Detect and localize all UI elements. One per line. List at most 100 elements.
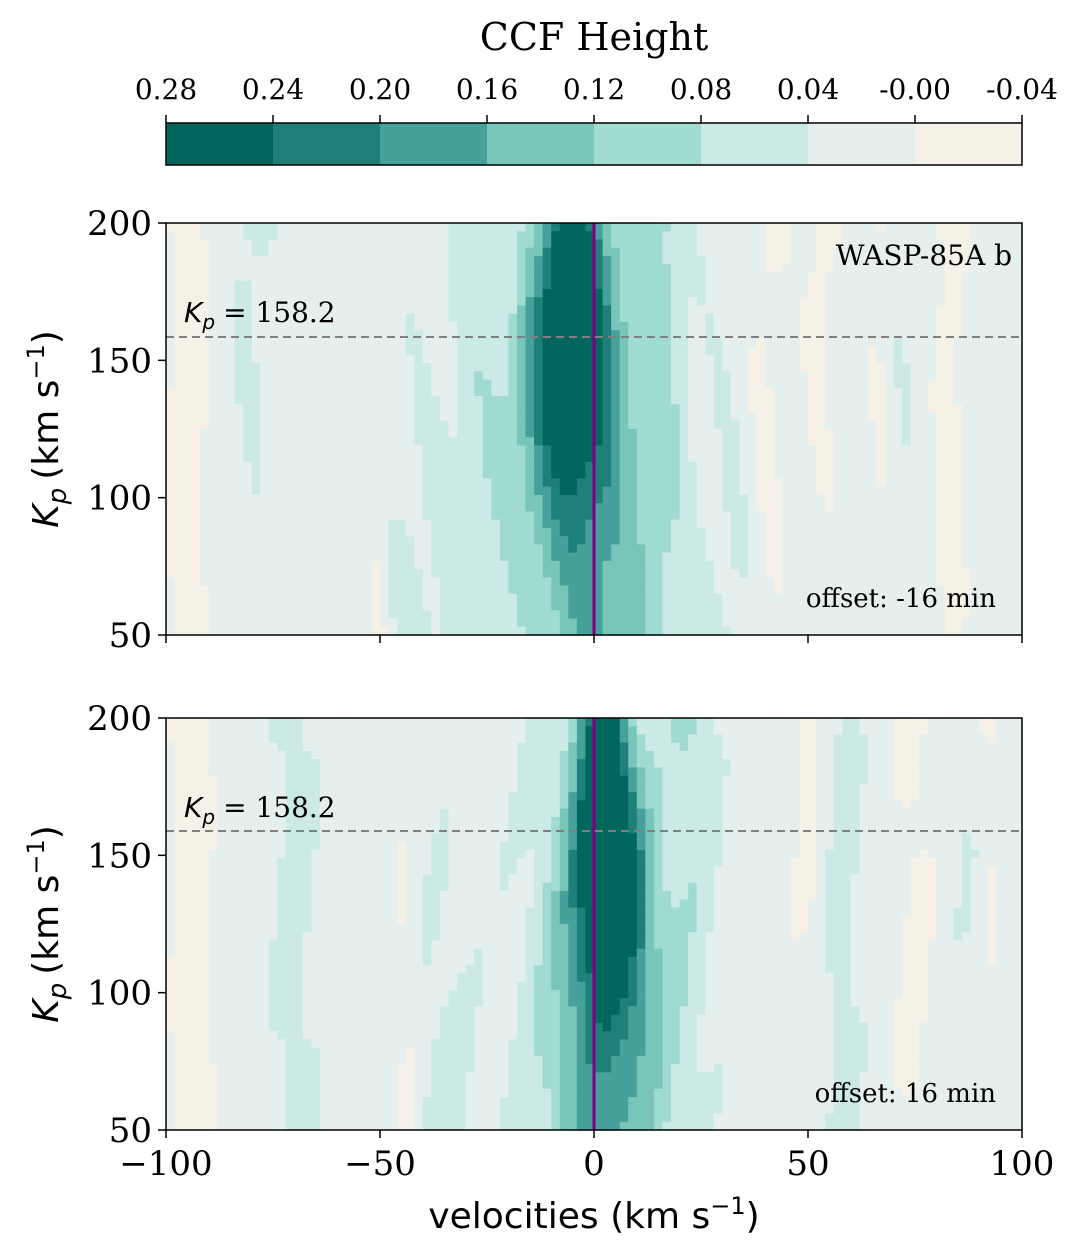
heatmap-cell <box>576 445 587 455</box>
heatmap-cell <box>662 239 672 249</box>
heatmap-cell <box>534 338 544 348</box>
heatmap-cell <box>748 618 758 628</box>
heatmap-cell <box>671 231 681 241</box>
heatmap-cell <box>516 297 527 306</box>
heatmap-cell <box>739 346 749 356</box>
heatmap-cell <box>970 239 980 249</box>
heatmap-cell <box>842 478 852 488</box>
heatmap-cell <box>628 313 638 323</box>
heatmap-cell <box>457 552 467 562</box>
heatmap-cell <box>302 223 313 232</box>
heatmap-cell <box>696 585 706 595</box>
heatmap-cell <box>491 511 501 521</box>
heatmap-cell <box>328 231 338 241</box>
heatmap-cell <box>688 494 698 504</box>
heatmap-cell <box>217 486 227 496</box>
heatmap-cell <box>705 363 715 372</box>
heatmap-cell <box>200 437 210 447</box>
heatmap-cell <box>902 610 912 620</box>
heatmap-cell <box>730 305 741 315</box>
heatmap-cell <box>525 420 535 430</box>
heatmap-cell <box>508 429 518 438</box>
heatmap-cell <box>850 231 860 241</box>
heatmap-cell <box>422 626 432 636</box>
heatmap-cell <box>602 346 612 356</box>
heatmap-cell <box>482 412 492 422</box>
heatmap-cell <box>970 280 980 290</box>
heatmap-cell <box>208 247 218 257</box>
heatmap-cell <box>585 321 595 331</box>
heatmap-cell <box>491 280 501 290</box>
heatmap-cell <box>919 272 929 282</box>
heatmap-cell <box>688 593 698 603</box>
heatmap-cell <box>628 297 638 306</box>
heatmap-cell <box>927 239 937 249</box>
heatmap-cell <box>910 593 920 603</box>
heatmap-cell <box>885 519 895 529</box>
heatmap-cell <box>782 560 792 570</box>
heatmap-cell <box>499 552 509 562</box>
heatmap-cell <box>243 313 253 323</box>
heatmap-cell <box>285 519 295 529</box>
heatmap-cell <box>876 486 886 496</box>
heatmap-cell <box>773 223 783 232</box>
heatmap-cell <box>474 602 484 611</box>
heatmap-cell <box>996 536 1006 545</box>
heatmap-cell <box>842 420 852 430</box>
heatmap-cell <box>465 330 475 339</box>
heatmap-cell <box>542 363 552 372</box>
heatmap-cell <box>996 494 1006 504</box>
heatmap-cell <box>362 239 373 249</box>
heatmap-cell <box>208 429 218 438</box>
heatmap-cell <box>833 297 843 306</box>
heatmap-cell <box>850 280 860 290</box>
heatmap-cell <box>260 577 270 587</box>
heatmap-cell <box>833 486 843 496</box>
heatmap-cell <box>431 486 441 496</box>
heatmap-cell <box>191 305 201 315</box>
heatmap-cell <box>388 618 398 628</box>
heatmap-cell <box>251 288 261 298</box>
heatmap-cell <box>936 486 946 496</box>
heatmap-cell <box>234 610 244 620</box>
heatmap-cell <box>311 371 321 381</box>
heatmap-cell <box>628 346 638 356</box>
heatmap-cell <box>671 404 681 414</box>
heatmap-cell <box>225 610 236 620</box>
heatmap-cell <box>1013 420 1023 430</box>
heatmap-cell <box>551 552 561 562</box>
heatmap-cell <box>790 297 801 306</box>
heatmap-cell <box>671 503 681 512</box>
heatmap-cell <box>842 404 852 414</box>
heatmap-cell <box>816 305 826 315</box>
heatmap-cell <box>302 321 313 331</box>
heatmap-cell <box>576 412 587 422</box>
heatmap-cell <box>756 519 766 529</box>
heatmap-cell <box>790 560 801 570</box>
heatmap-cell <box>208 453 218 463</box>
heatmap-cell <box>953 412 963 422</box>
heatmap-cell <box>790 478 801 488</box>
heatmap-cell <box>987 338 997 348</box>
heatmap-cell <box>782 478 792 488</box>
heatmap-cell <box>756 610 766 620</box>
heatmap-cell <box>910 404 920 414</box>
heatmap-cell <box>516 371 527 381</box>
heatmap-cell <box>696 560 706 570</box>
heatmap-cell <box>944 371 955 381</box>
heatmap-cell <box>653 602 664 611</box>
heatmap-cell <box>208 610 218 620</box>
heatmap-cell <box>773 371 783 381</box>
heatmap-cell <box>645 371 655 381</box>
heatmap-cell <box>414 618 424 628</box>
heatmap-cell <box>516 313 527 323</box>
heatmap-cell <box>191 313 201 323</box>
heatmap-cell <box>808 593 818 603</box>
heatmap-cell <box>842 387 852 397</box>
heatmap-cell <box>799 412 809 422</box>
heatmap-cell <box>696 461 706 471</box>
heatmap-cell <box>748 569 758 578</box>
heatmap-cell <box>499 420 509 430</box>
heatmap-cell <box>534 544 544 554</box>
heatmap-cell <box>1004 412 1015 422</box>
